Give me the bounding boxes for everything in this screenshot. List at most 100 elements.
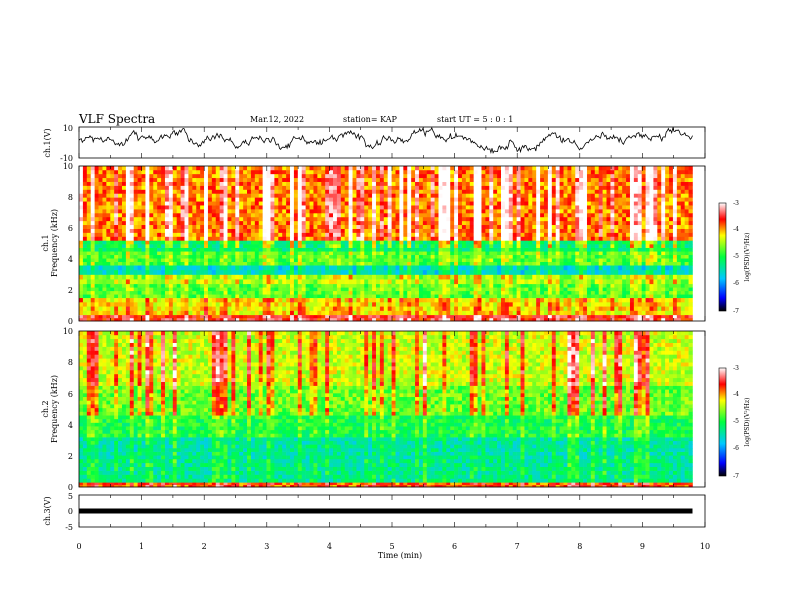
ch1-spectrogram-cell (98, 205, 103, 210)
ch1-spectrogram-cell (133, 290, 138, 295)
ch1-spectrogram-cell (672, 283, 678, 288)
ch1-spectrogram-cell (360, 283, 365, 288)
ch1-spectrogram-cell (340, 197, 346, 202)
ch1-spectrogram-cell (442, 274, 447, 280)
ch1-spectrogram-cell (629, 254, 635, 259)
ch1-spectrogram-cell (204, 258, 209, 263)
ch1-spectrogram-cell (317, 247, 322, 252)
ch1-spectrogram-cell (657, 216, 662, 222)
ch1-spectrogram-cell (207, 240, 213, 245)
ch1-spectrogram-cell (657, 317, 662, 322)
ch1-spectrogram-cell (184, 205, 189, 210)
ch1-spectrogram-cell (481, 232, 486, 237)
ch1-spectrogram-cell (211, 228, 217, 233)
ch1-spectrogram-cell (422, 261, 428, 266)
ch1-spectrogram-cell (665, 287, 670, 292)
ch1-spectrogram-cell (336, 205, 342, 210)
ch1-spectrogram-cell (262, 314, 267, 319)
ch1-spectrogram-cell (274, 209, 279, 214)
ch1-spectrogram-cell (332, 297, 338, 303)
ch1-spectrogram-cell (571, 209, 576, 214)
ch1-spectrogram-cell (106, 317, 111, 322)
ch1-spectrogram-cell (504, 236, 510, 241)
ch1-spectrogram-cell (348, 197, 353, 202)
ch1-spectrogram-cell (114, 240, 119, 245)
ch1-spectrogram-cell (501, 306, 506, 311)
ch1-spectrogram-cell (485, 232, 490, 237)
ch1-spectrogram-cell (110, 224, 115, 229)
ch1-spectrogram-cell (360, 317, 365, 322)
ch1-spectrogram-cell (508, 306, 514, 311)
ch1-spectrogram-cell (465, 212, 471, 218)
ch1-spectrogram-cell (395, 287, 400, 292)
ch1-spectrogram-cell (352, 240, 357, 245)
ch1-spectrogram-cell (219, 236, 224, 241)
ch1-spectrogram-cell (321, 247, 326, 252)
ch1-spectrogram-cell (250, 240, 256, 245)
ch1-spectrogram-cell (286, 297, 291, 303)
ch1-spectrogram-cell (399, 258, 404, 263)
start-time-label: start UT = 5 : 0 : 1 (437, 115, 513, 124)
ch1-spectrogram-cell (219, 294, 224, 299)
ch1-spectrogram-cell (364, 261, 369, 266)
ch1-spectrogram-cell (321, 244, 326, 248)
ch1-spectrogram-cell (270, 265, 275, 271)
ch1-spectrogram-cell (141, 283, 146, 288)
ch1-spectrogram-cell (79, 220, 84, 226)
ch1-spectrogram-cell (94, 254, 99, 259)
ch1-spectrogram-cell (215, 283, 220, 288)
ch1-spectrogram-cell (243, 269, 248, 275)
ch1-spectrogram-cell (383, 212, 388, 218)
ch1-spectrogram-cell (106, 302, 111, 307)
ch1-spectrogram-cell (563, 274, 568, 280)
ch1-spectrogram-cell (133, 279, 138, 285)
ch1-spectrogram-cell (293, 224, 299, 229)
ch1-spectrogram-cell (610, 209, 615, 214)
ch1-spectrogram-cell (192, 279, 197, 285)
ch1-spectrogram-cell (586, 287, 592, 292)
ch1-spectrogram-cell (383, 317, 388, 322)
ch1-spectrogram-cell (547, 269, 553, 275)
ch1-spectrogram-cell (602, 232, 607, 237)
ch1-spectrogram-cell (688, 310, 693, 316)
ch1-spectrogram-cell (516, 216, 521, 222)
ch1-spectrogram-cell (141, 265, 146, 271)
ch1-spectrogram-cell (196, 244, 201, 248)
ch1-spectrogram-cell (598, 212, 603, 218)
ch1-spectrogram-cell (149, 283, 154, 288)
ch1-spectrogram-cell (278, 274, 283, 280)
ch1-spectrogram-cell (153, 294, 158, 299)
ch1-spectrogram-cell (567, 310, 572, 316)
ch1-spectrogram-cell (129, 265, 135, 271)
ch1-spectrogram-cell (282, 201, 287, 206)
ch1-spectrogram-cell (606, 283, 611, 288)
ch1-spectrogram-cell (391, 302, 396, 307)
ch1-spectrogram-cell (129, 290, 135, 295)
ch1-spectrogram-cell (188, 224, 193, 229)
ch1-spectrogram-cell (399, 220, 404, 226)
ch1-spectrogram-cell (602, 201, 607, 206)
ch1-spectrogram-cell (481, 228, 486, 233)
ch1-spectrogram-cell (477, 240, 482, 245)
ch1-spectrogram-cell (426, 310, 431, 316)
ch1-spectrogram-cell (118, 261, 123, 266)
ch1-spectrogram-cell (168, 251, 174, 256)
ch1-spectrogram-cell (219, 201, 224, 206)
ch1-spectrogram-cell (661, 297, 666, 303)
ch1-spectrogram-cell (672, 261, 678, 266)
ch1-spectrogram-cell (153, 310, 158, 316)
ch1-spectrogram-cell (118, 220, 123, 226)
ch1-spectrogram-cell (477, 251, 482, 256)
ch1-spectrogram-cell (524, 236, 529, 241)
ch1-spectrogram-cell (352, 224, 357, 229)
ch1-spectrogram-cell (387, 212, 392, 218)
ch1-spectrogram-panel: 0 2 4 6 8 10 ch.1 Frequency (kHz) -3 -4 … (41, 162, 751, 326)
ch1-spectrogram-cell (672, 254, 678, 259)
ch1-spectrogram-cell (669, 317, 674, 322)
ch1-spectrogram-cell (641, 269, 646, 275)
ch1-spectrogram-cell (493, 317, 498, 322)
ch1-spectrogram-cell (86, 310, 92, 316)
ch1-spectrogram-cell (196, 265, 201, 271)
ch1-spectrogram-cell (161, 290, 166, 295)
ch1-spectrogram-cell (626, 314, 631, 319)
